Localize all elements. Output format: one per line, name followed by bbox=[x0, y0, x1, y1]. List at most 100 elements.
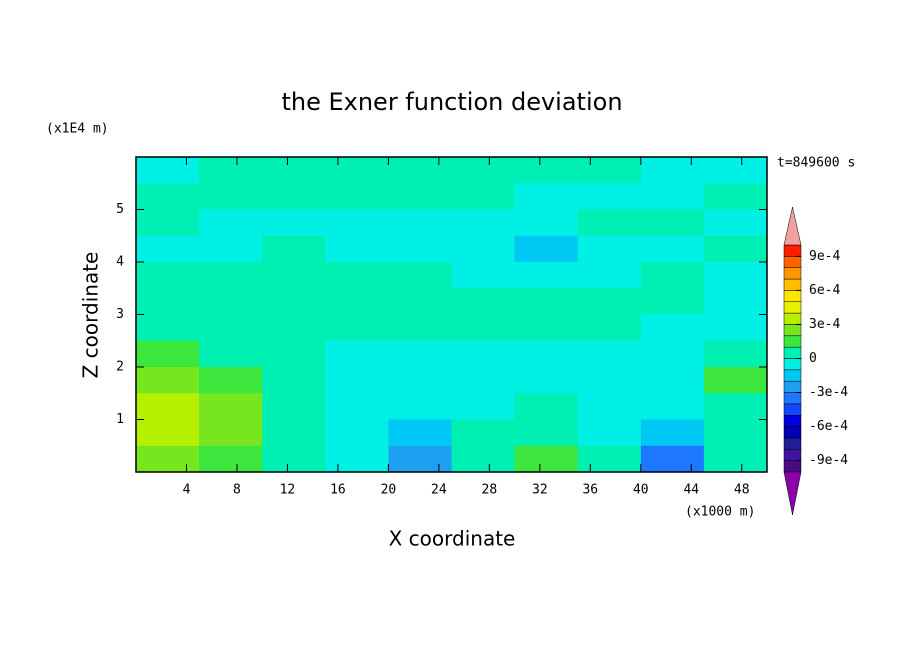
contour-cell bbox=[640, 445, 705, 473]
contour-cell bbox=[262, 183, 326, 210]
contour-cell bbox=[514, 340, 579, 368]
contour-cell bbox=[199, 340, 263, 368]
colorbar-band bbox=[783, 312, 802, 325]
contour-cell bbox=[640, 314, 705, 342]
contour-cell bbox=[325, 340, 389, 368]
x-axis-label: X coordinate bbox=[389, 527, 516, 551]
contour-cell bbox=[703, 314, 768, 342]
contour-cell bbox=[262, 262, 326, 289]
contour-cell bbox=[451, 393, 516, 420]
contour-cell bbox=[136, 314, 200, 342]
contour-cell bbox=[577, 262, 642, 289]
colorbar-band bbox=[783, 426, 802, 439]
colorbar-band bbox=[783, 392, 802, 405]
contour-field bbox=[136, 157, 768, 473]
contour-cell bbox=[262, 393, 326, 420]
colorbar-band bbox=[783, 415, 802, 427]
contour-cell bbox=[514, 314, 579, 342]
contour-cell bbox=[577, 393, 642, 420]
contour-cell bbox=[451, 209, 516, 237]
contour-cell bbox=[577, 209, 642, 237]
contour-cell bbox=[577, 340, 642, 368]
contour-cell bbox=[325, 314, 389, 342]
contour-cell bbox=[514, 367, 579, 394]
contour-cell bbox=[451, 157, 516, 184]
colorbar-tick-label: -3e-4 bbox=[809, 385, 848, 400]
contour-cell bbox=[451, 262, 516, 289]
colorbar-band bbox=[783, 380, 802, 393]
contour-cell bbox=[703, 367, 768, 394]
contour-cell bbox=[136, 367, 200, 394]
contour-cell bbox=[514, 445, 579, 473]
y-tick-label: 2 bbox=[116, 360, 124, 375]
y-tick-label: 5 bbox=[116, 202, 124, 217]
contour-cell bbox=[388, 262, 452, 289]
contour-cell bbox=[703, 262, 768, 289]
contour-cell bbox=[136, 393, 200, 420]
contour-cell bbox=[325, 445, 389, 473]
contour-cell bbox=[640, 288, 705, 315]
contour-cell bbox=[262, 340, 326, 368]
contour-cell bbox=[136, 235, 200, 263]
x-tick-label: 20 bbox=[381, 483, 397, 498]
contour-cell bbox=[577, 314, 642, 342]
contour-cell bbox=[199, 209, 263, 237]
contour-cell bbox=[451, 183, 516, 210]
contour-cell bbox=[514, 419, 579, 447]
contour-cell bbox=[388, 183, 452, 210]
contour-cell bbox=[640, 183, 705, 210]
contour-cell bbox=[451, 235, 516, 263]
contour-cell bbox=[577, 419, 642, 447]
contour-cell bbox=[703, 183, 768, 210]
contour-cell bbox=[136, 262, 200, 289]
contour-cell bbox=[136, 445, 200, 473]
colorbar-tick-label: -9e-4 bbox=[809, 453, 848, 468]
contour-cell bbox=[199, 235, 263, 263]
y-tick-label: 4 bbox=[116, 255, 124, 270]
contour-cell bbox=[262, 314, 326, 342]
contour-cell bbox=[199, 314, 263, 342]
x-tick-label: 24 bbox=[431, 483, 447, 498]
contour-cell bbox=[640, 367, 705, 394]
contour-cell bbox=[640, 157, 705, 184]
contour-cell bbox=[640, 209, 705, 237]
x-unit: (x1000 m) bbox=[685, 505, 755, 520]
contour-cell bbox=[199, 288, 263, 315]
contour-cell bbox=[325, 262, 389, 289]
x-tick-label: 36 bbox=[582, 483, 598, 498]
contour-cell bbox=[199, 445, 263, 473]
contour-cell bbox=[640, 393, 705, 420]
contour-cell bbox=[640, 419, 705, 447]
contour-cell bbox=[325, 288, 389, 315]
y-tick-label: 1 bbox=[116, 412, 124, 427]
colorbar-band bbox=[783, 369, 802, 382]
contour-cell bbox=[388, 235, 452, 263]
y-unit: (x1E4 m) bbox=[46, 122, 109, 137]
contour-cell bbox=[514, 235, 579, 263]
contour-cell bbox=[199, 367, 263, 394]
chart-title: the Exner function deviation bbox=[281, 88, 622, 116]
time-label: t=849600 s bbox=[777, 156, 855, 171]
contour-cell bbox=[199, 157, 263, 184]
contour-cell bbox=[388, 157, 452, 184]
contour-cell bbox=[388, 314, 452, 342]
x-tick-label: 44 bbox=[683, 483, 699, 498]
colorbar-band bbox=[783, 267, 802, 280]
contour-cell bbox=[325, 183, 389, 210]
contour-cell bbox=[262, 445, 326, 473]
contour-cell bbox=[199, 419, 263, 447]
colorbar-band bbox=[783, 346, 802, 359]
colorbar-band bbox=[783, 256, 802, 268]
contour-cell bbox=[514, 393, 579, 420]
contour-cell bbox=[199, 183, 263, 210]
x-tick-label: 28 bbox=[482, 483, 498, 498]
contour-cell bbox=[262, 157, 326, 184]
x-tick-label: 8 bbox=[233, 483, 241, 498]
colorbar-tick-label: 3e-4 bbox=[809, 317, 840, 332]
x-tick-label: 16 bbox=[330, 483, 346, 498]
contour-cell bbox=[577, 288, 642, 315]
colorbar-tick-label: 0 bbox=[809, 351, 817, 366]
contour-cell bbox=[388, 288, 452, 315]
